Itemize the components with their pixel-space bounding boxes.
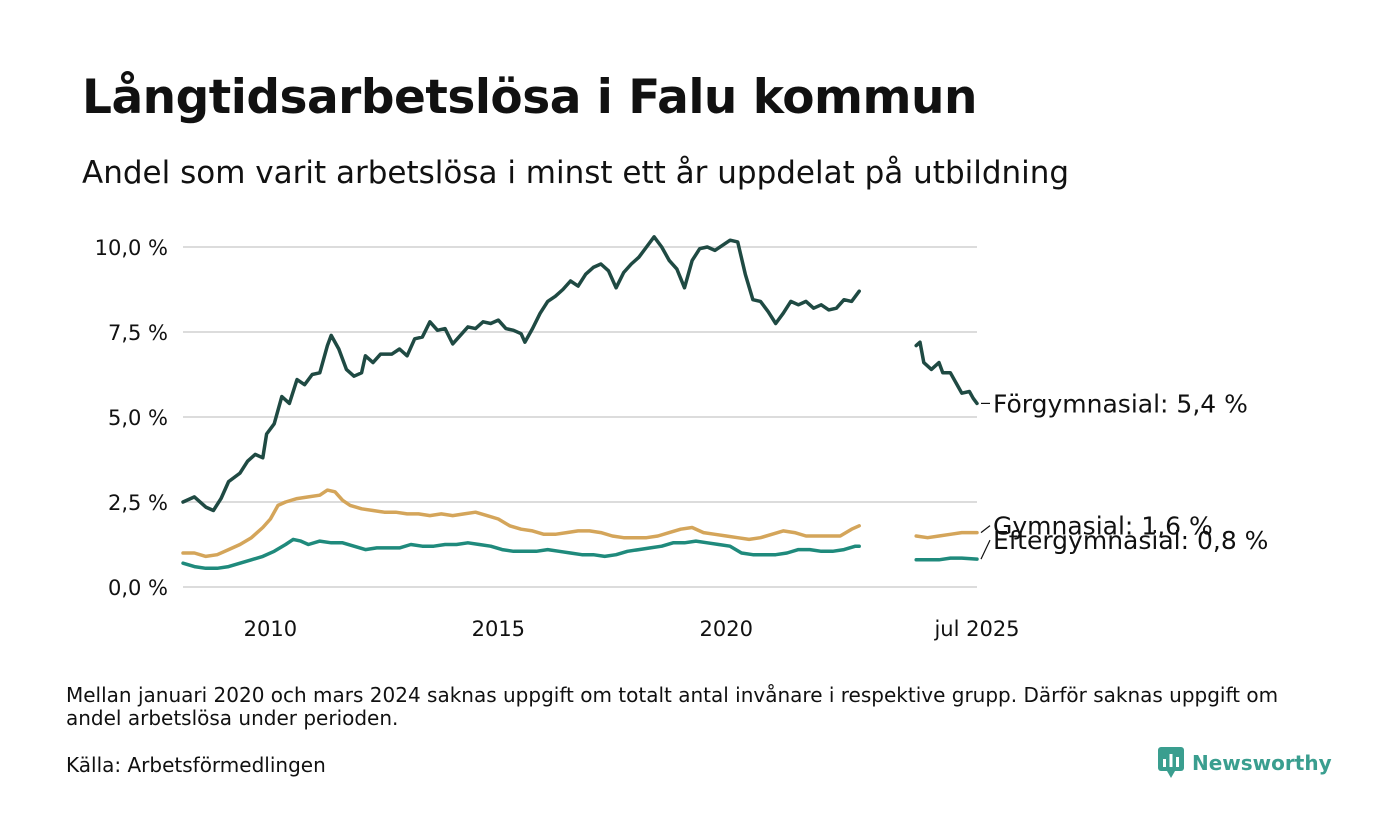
y-tick-label: 5,0 % [108, 406, 168, 430]
end-label-connector [980, 539, 991, 560]
source-credit: Källa: Arbetsförmedlingen [66, 753, 326, 777]
brand-name: Newsworthy [1192, 751, 1332, 775]
label-layer: Förgymnasial: 5,4 % Gymnasial: 1,6 %Efter… [980, 389, 1268, 560]
x-tick-label: 2010 [244, 617, 297, 641]
chart-subtitle: Andel som varit arbetslösa i minst ett å… [82, 155, 1070, 191]
series-line-forgymnasial [914, 340, 979, 406]
newsworthy-logo-icon [1158, 747, 1184, 778]
end-label-forgymnasial: Förgymnasial: 5,4 % [993, 389, 1248, 418]
footnote: Mellan januari 2020 och mars 2024 saknas… [66, 683, 1279, 730]
end-label-gymnasial: Gymnasial: 1,6 % [993, 512, 1213, 541]
x-tick-label: 2015 [472, 617, 525, 641]
end-label-eftergymnasial: Eftergymnasial: 0,8 % [993, 526, 1268, 555]
x-tick-label: 2020 [700, 617, 753, 641]
x-tick-label: jul 2025 [933, 617, 1019, 641]
y-tick-label: 7,5 % [108, 321, 168, 345]
series-layer [181, 235, 979, 571]
grid-layer [183, 246, 977, 588]
brand-logo: Newsworthy [1158, 747, 1332, 779]
y-tick-label: 0,0 % [108, 576, 168, 600]
chart-title: Långtidsarbetslösa i Falu kommun [82, 70, 977, 125]
series-line-forgymnasial [181, 235, 861, 513]
series-line-eftergymnasial [181, 537, 861, 571]
line-chart: 0,0 % 2,5 % 5,0 % 7,5 % 10,0 % 2010 2015 2020 ju… [95, 235, 1268, 641]
series-line-gymnasial [181, 488, 861, 559]
y-tick-label: 2,5 % [108, 491, 168, 515]
series-line-gymnasial [914, 530, 979, 540]
y-tick-label: 10,0 % [95, 236, 168, 260]
axis-layer: 0,0 % 2,5 % 5,0 % 7,5 % 10,0 % 2010 2015 2020 ju… [95, 236, 1020, 641]
end-label-connector [980, 525, 991, 534]
series-line-eftergymnasial [914, 556, 979, 562]
